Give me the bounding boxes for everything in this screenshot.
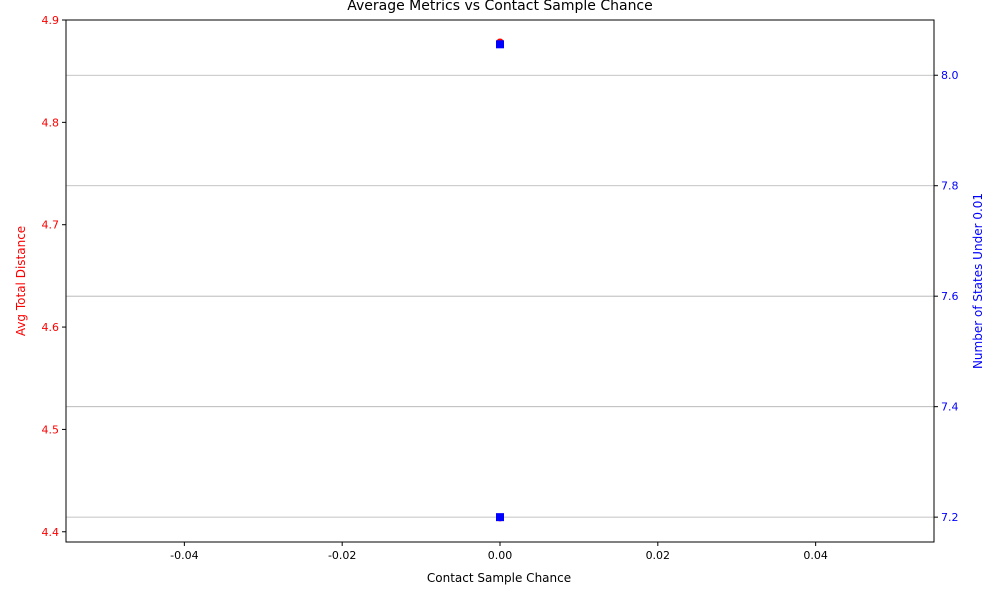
chart-title: Average Metrics vs Contact Sample Chance [347,0,653,14]
y-left-tick-label: 4.8 [42,116,60,129]
y-axis-left: 4.4 4.5 4.6 4.7 4.8 4.9 [42,14,66,539]
y-right-tick-label: 7.4 [941,401,959,414]
y-left-tick-label: 4.6 [42,321,60,334]
y-left-tick-label: 4.7 [42,219,60,232]
x-axis: -0.04 -0.02 0.00 0.02 0.04 [170,542,828,562]
y-axis-left-label: Avg Total Distance [14,226,28,336]
y-right-tick-label: 8.0 [941,69,959,82]
y-right-tick-label: 7.2 [941,511,959,524]
grid-layer [66,74,934,518]
x-tick-label: 0.02 [646,549,671,562]
y-axis-right: 7.2 7.4 7.6 7.8 8.0 [934,69,959,524]
y-right-tick-label: 7.6 [941,290,959,303]
marks-layer [496,38,504,522]
x-tick-label: 0.00 [488,549,513,562]
y-right-tick-label: 7.8 [941,180,959,193]
x-axis-label: Contact Sample Chance [427,571,571,585]
x-tick-label: 0.04 [803,549,828,562]
y-left-tick-label: 4.4 [42,526,60,539]
x-tick-label: -0.02 [328,549,356,562]
data-point-right [496,40,504,49]
data-point-right [496,513,504,522]
x-tick-label: -0.04 [170,549,198,562]
y-left-tick-label: 4.5 [42,423,60,436]
plot-frame [65,19,935,543]
plot-border [65,19,935,543]
y-axis-right-label: Number of States Under 0.01 [971,193,985,369]
y-left-tick-label: 4.9 [42,14,60,27]
